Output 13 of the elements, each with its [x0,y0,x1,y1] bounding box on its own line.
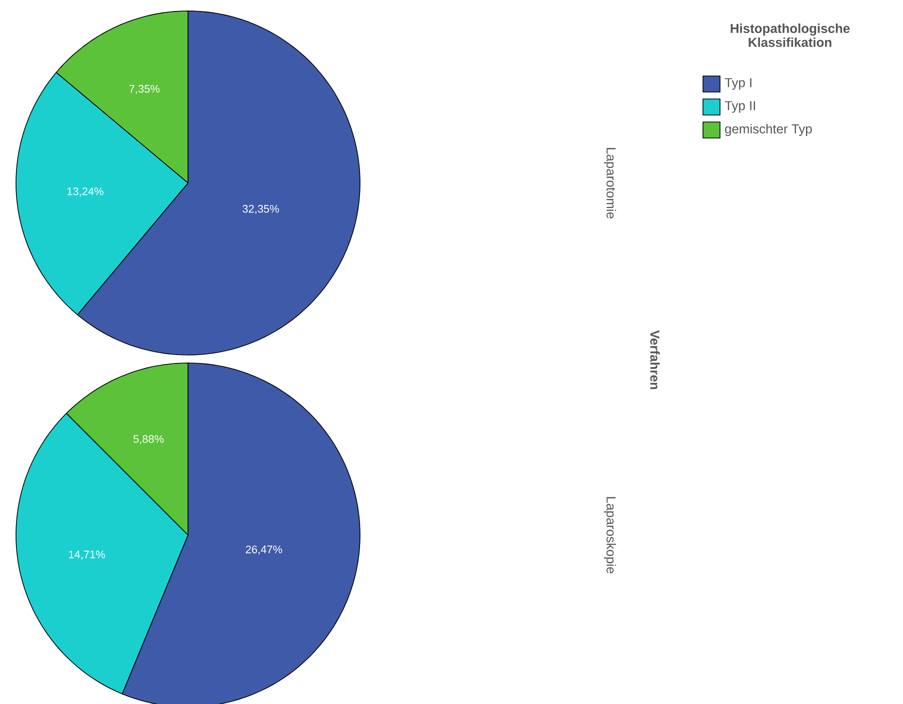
text: Laparoskopie [604,497,616,574]
legend-label: gemischter Typ [725,124,812,136]
data-label: 32,35% [242,204,279,214]
data-label: 13,24% [67,187,104,197]
legend-label: Typ II [724,101,755,113]
legend-label: Typ I [724,78,752,90]
data-label: 7,35% [129,84,160,94]
text: Laparotomie [604,148,616,218]
data-label: 5,88% [133,435,164,444]
data-label: 14,71% [69,550,105,560]
text: Verfahren [650,330,660,390]
data-label: 26,47% [246,546,282,555]
legend-title: Histopathologische Klassifikation [730,24,850,47]
